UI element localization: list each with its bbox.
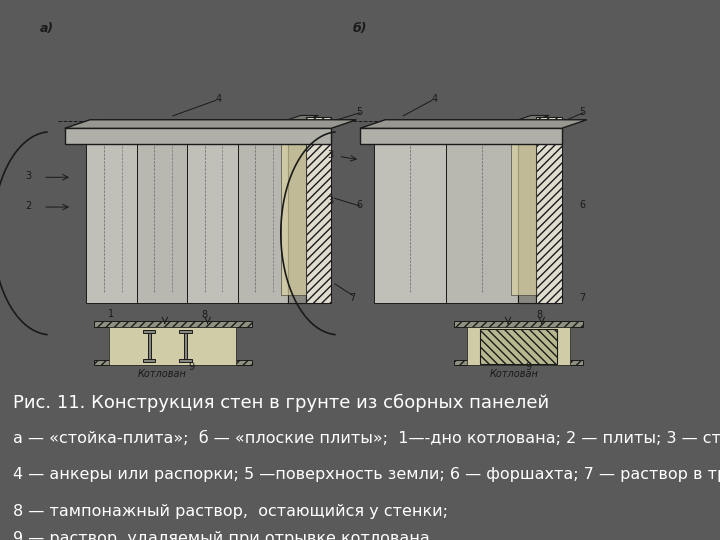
Polygon shape bbox=[288, 129, 313, 303]
Text: 5: 5 bbox=[580, 106, 586, 117]
Polygon shape bbox=[518, 116, 549, 120]
Polygon shape bbox=[306, 117, 331, 303]
Text: 4 — анкеры или распорки; 5 —поверхность земли; 6 — форшахта; 7 — раствор в транш: 4 — анкеры или распорки; 5 —поверхность … bbox=[13, 468, 720, 482]
Text: 1: 1 bbox=[108, 309, 114, 319]
Text: 3: 3 bbox=[328, 195, 334, 206]
Text: 4: 4 bbox=[432, 94, 438, 104]
Polygon shape bbox=[65, 129, 331, 144]
Polygon shape bbox=[281, 136, 306, 295]
Polygon shape bbox=[137, 129, 187, 303]
Polygon shape bbox=[94, 360, 252, 366]
Polygon shape bbox=[511, 136, 536, 295]
Polygon shape bbox=[65, 120, 356, 129]
Text: 3: 3 bbox=[25, 171, 32, 181]
Text: 7: 7 bbox=[580, 293, 586, 303]
Polygon shape bbox=[238, 129, 288, 303]
Polygon shape bbox=[374, 129, 446, 303]
Polygon shape bbox=[179, 330, 192, 333]
Text: 6: 6 bbox=[356, 200, 363, 210]
Polygon shape bbox=[536, 117, 562, 303]
Text: 8 — тампонажный раствор,  остающийся у стенки;: 8 — тампонажный раствор, остающийся у ст… bbox=[13, 504, 448, 519]
Text: б): б) bbox=[353, 22, 367, 35]
Polygon shape bbox=[454, 321, 583, 327]
Polygon shape bbox=[179, 360, 192, 362]
Polygon shape bbox=[86, 120, 313, 129]
Polygon shape bbox=[143, 330, 156, 333]
Polygon shape bbox=[446, 129, 518, 303]
Polygon shape bbox=[94, 321, 252, 327]
Polygon shape bbox=[454, 360, 583, 366]
Polygon shape bbox=[480, 328, 557, 363]
Polygon shape bbox=[148, 332, 150, 361]
Polygon shape bbox=[467, 327, 570, 366]
Text: 9 — раствор, удаляемый при отрывке котлована: 9 — раствор, удаляемый при отрывке котло… bbox=[13, 531, 430, 540]
Text: Котлован: Котлован bbox=[490, 369, 539, 379]
Polygon shape bbox=[360, 129, 562, 144]
Polygon shape bbox=[360, 120, 587, 129]
Text: а — «стойка-плита»;  б — «плоские плиты»;  1—-дно котлована; 2 — плиты; 3 — стой: а — «стойка-плита»; б — «плоские плиты»;… bbox=[13, 431, 720, 446]
Polygon shape bbox=[187, 129, 238, 303]
Polygon shape bbox=[518, 120, 536, 303]
Polygon shape bbox=[86, 129, 137, 303]
Text: 6: 6 bbox=[580, 200, 586, 210]
Text: 7: 7 bbox=[349, 293, 356, 303]
Polygon shape bbox=[143, 360, 156, 362]
Polygon shape bbox=[518, 129, 544, 303]
Text: 5: 5 bbox=[356, 106, 363, 117]
Text: Рис. 11. Конструкция стен в грунте из сборных панелей: Рис. 11. Конструкция стен в грунте из сб… bbox=[13, 393, 549, 411]
Text: 4: 4 bbox=[216, 94, 222, 104]
Text: а): а) bbox=[40, 22, 54, 35]
Polygon shape bbox=[184, 332, 187, 361]
Polygon shape bbox=[374, 120, 544, 129]
Text: 9: 9 bbox=[189, 362, 195, 373]
Polygon shape bbox=[288, 116, 319, 120]
Polygon shape bbox=[288, 120, 306, 303]
Text: 3: 3 bbox=[328, 150, 334, 160]
Text: 2: 2 bbox=[25, 201, 32, 211]
Text: 8: 8 bbox=[536, 310, 543, 320]
Text: 8: 8 bbox=[202, 310, 207, 320]
Text: 9: 9 bbox=[525, 362, 531, 373]
Text: Котлован: Котлован bbox=[138, 369, 186, 379]
Polygon shape bbox=[109, 327, 236, 366]
